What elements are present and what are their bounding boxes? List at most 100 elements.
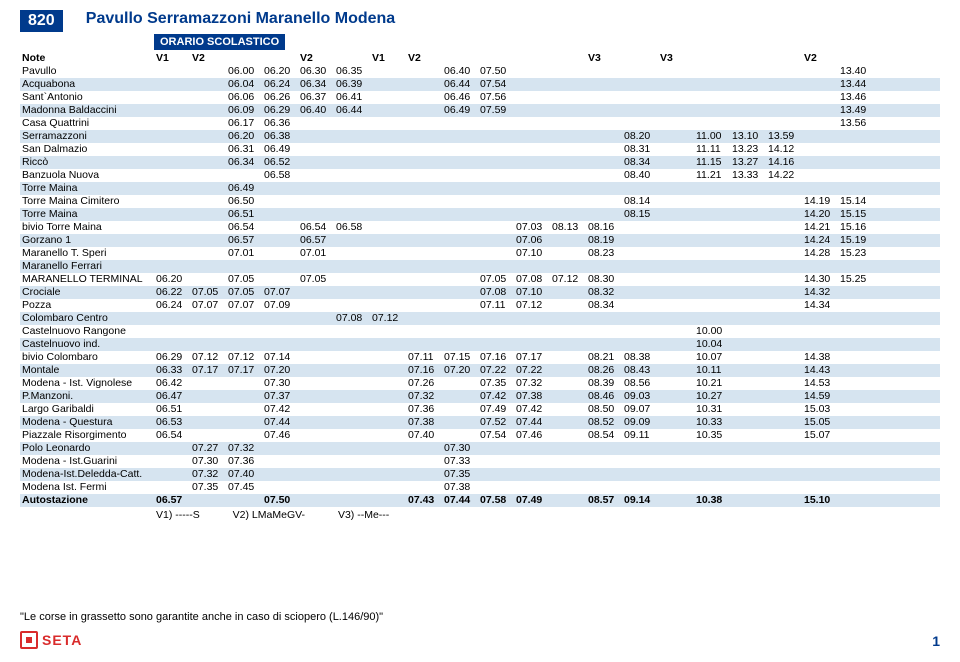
time-cell bbox=[696, 299, 732, 312]
time-cell bbox=[336, 455, 372, 468]
time-cell: 06.57 bbox=[156, 494, 192, 507]
table-row: P.Manzoni.06.4707.3707.3207.4207.3808.46… bbox=[20, 390, 940, 403]
table-row: Piazzale Risorgimento06.5407.4607.4007.5… bbox=[20, 429, 940, 442]
column-header bbox=[264, 52, 300, 65]
table-row: Colombaro Centro07.0807.12 bbox=[20, 312, 940, 325]
time-cell bbox=[768, 260, 804, 273]
time-cell bbox=[336, 403, 372, 416]
time-cell bbox=[660, 325, 696, 338]
time-cell bbox=[444, 390, 480, 403]
time-cell bbox=[408, 156, 444, 169]
time-cell bbox=[624, 234, 660, 247]
time-cell: 06.33 bbox=[156, 364, 192, 377]
time-cell bbox=[768, 273, 804, 286]
time-cell bbox=[480, 130, 516, 143]
time-cell bbox=[156, 468, 192, 481]
time-cell bbox=[156, 143, 192, 156]
time-cell bbox=[660, 286, 696, 299]
time-cell: 06.37 bbox=[300, 91, 336, 104]
time-cell: 11.00 bbox=[696, 130, 732, 143]
time-cell bbox=[624, 247, 660, 260]
time-cell bbox=[552, 247, 588, 260]
time-cell bbox=[516, 312, 552, 325]
time-cell bbox=[840, 390, 940, 403]
time-cell bbox=[444, 403, 480, 416]
time-cell bbox=[840, 351, 940, 364]
time-cell bbox=[624, 286, 660, 299]
time-cell: 15.16 bbox=[840, 221, 940, 234]
time-cell: 07.42 bbox=[516, 403, 552, 416]
time-cell bbox=[192, 208, 228, 221]
time-cell bbox=[372, 351, 408, 364]
time-cell: 07.07 bbox=[264, 286, 300, 299]
time-cell: 09.07 bbox=[624, 403, 660, 416]
time-cell bbox=[840, 182, 940, 195]
time-cell bbox=[660, 312, 696, 325]
time-cell bbox=[300, 143, 336, 156]
time-cell bbox=[480, 182, 516, 195]
stop-name: Maranello T. Speri bbox=[20, 247, 156, 260]
time-cell bbox=[300, 377, 336, 390]
time-cell bbox=[336, 273, 372, 286]
column-header: V2 bbox=[192, 52, 228, 65]
time-cell bbox=[264, 273, 300, 286]
stop-name: Torre Maina Cimitero bbox=[20, 195, 156, 208]
time-cell bbox=[264, 325, 300, 338]
table-row: Modena - Ist. Vignolese06.4207.3007.2607… bbox=[20, 377, 940, 390]
time-cell: 07.40 bbox=[228, 468, 264, 481]
column-header bbox=[516, 52, 552, 65]
time-cell: 07.35 bbox=[444, 468, 480, 481]
time-cell: 13.46 bbox=[840, 91, 940, 104]
time-cell bbox=[156, 208, 192, 221]
time-cell: 15.07 bbox=[804, 429, 840, 442]
time-cell bbox=[624, 455, 660, 468]
time-cell: 08.13 bbox=[552, 221, 588, 234]
time-cell bbox=[372, 130, 408, 143]
time-cell: 07.09 bbox=[264, 299, 300, 312]
time-cell: 10.21 bbox=[696, 377, 732, 390]
time-cell bbox=[372, 104, 408, 117]
time-cell bbox=[840, 156, 940, 169]
time-cell bbox=[480, 455, 516, 468]
time-cell: 06.20 bbox=[156, 273, 192, 286]
time-cell bbox=[840, 130, 940, 143]
time-cell bbox=[552, 156, 588, 169]
time-cell bbox=[516, 455, 552, 468]
time-cell bbox=[660, 104, 696, 117]
time-cell bbox=[336, 130, 372, 143]
time-cell bbox=[552, 481, 588, 494]
time-cell bbox=[660, 221, 696, 234]
time-cell: 07.20 bbox=[444, 364, 480, 377]
time-cell bbox=[696, 260, 732, 273]
time-cell bbox=[660, 65, 696, 78]
time-cell: 06.54 bbox=[228, 221, 264, 234]
subtitle: ORARIO SCOLASTICO bbox=[154, 34, 285, 50]
time-cell: 06.24 bbox=[264, 78, 300, 91]
time-cell bbox=[624, 91, 660, 104]
column-header bbox=[228, 52, 264, 65]
time-cell bbox=[192, 169, 228, 182]
time-cell bbox=[192, 104, 228, 117]
time-cell bbox=[696, 78, 732, 91]
time-cell bbox=[768, 117, 804, 130]
time-cell: 14.24 bbox=[804, 234, 840, 247]
time-cell: 06.51 bbox=[228, 208, 264, 221]
time-cell: 08.46 bbox=[588, 390, 624, 403]
time-cell bbox=[804, 455, 840, 468]
time-cell bbox=[768, 338, 804, 351]
time-cell bbox=[372, 299, 408, 312]
time-cell bbox=[156, 169, 192, 182]
time-cell: 07.35 bbox=[480, 377, 516, 390]
time-cell bbox=[408, 260, 444, 273]
time-cell bbox=[660, 247, 696, 260]
time-cell: 14.16 bbox=[768, 156, 804, 169]
time-cell bbox=[516, 130, 552, 143]
time-cell bbox=[732, 117, 768, 130]
time-cell bbox=[624, 468, 660, 481]
time-cell bbox=[516, 104, 552, 117]
time-cell bbox=[264, 468, 300, 481]
time-cell bbox=[480, 117, 516, 130]
time-cell bbox=[444, 377, 480, 390]
time-cell bbox=[624, 104, 660, 117]
time-cell: 15.25 bbox=[840, 273, 940, 286]
